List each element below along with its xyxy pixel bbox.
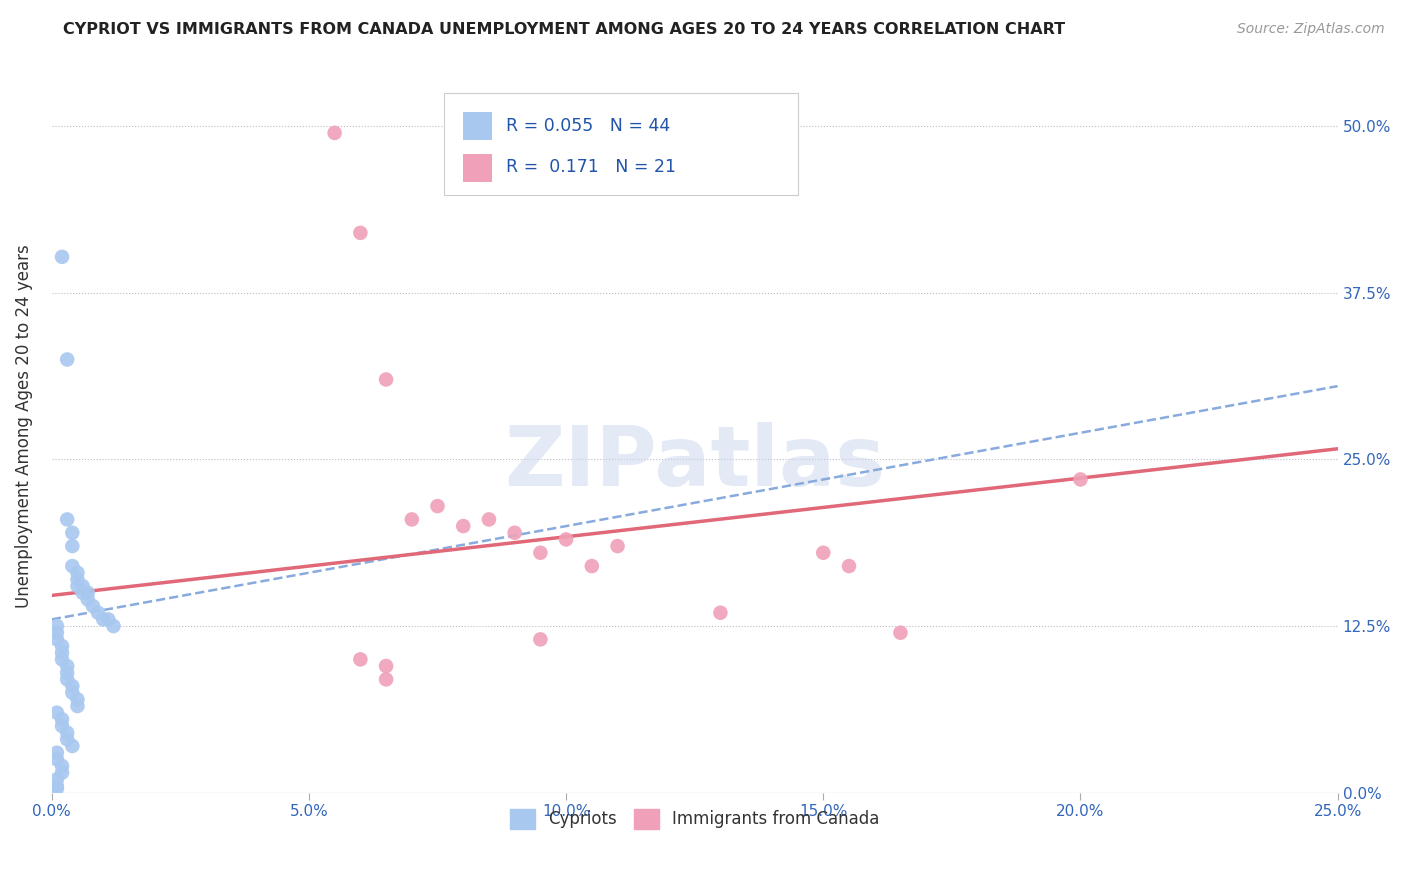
Point: [45, 706, 67, 720]
Point: [51, 712, 73, 726]
Point: [1069, 472, 1091, 486]
Point: [56, 665, 79, 680]
Point: [66, 699, 89, 714]
Point: [889, 625, 911, 640]
Legend: Cypriots, Immigrants from Canada: Cypriots, Immigrants from Canada: [503, 802, 886, 836]
Point: [72, 579, 94, 593]
Point: [82, 599, 104, 613]
Point: [45, 752, 67, 766]
Point: [375, 659, 398, 673]
Point: [606, 539, 628, 553]
Point: [581, 559, 603, 574]
Point: [60, 679, 83, 693]
Bar: [463, 112, 492, 140]
Point: [56, 659, 79, 673]
Text: CYPRIOT VS IMMIGRANTS FROM CANADA UNEMPLOYMENT AMONG AGES 20 TO 24 YEARS CORRELA: CYPRIOT VS IMMIGRANTS FROM CANADA UNEMPL…: [63, 22, 1066, 37]
FancyBboxPatch shape: [444, 93, 797, 195]
Point: [60, 525, 83, 540]
Point: [45, 746, 67, 760]
Point: [45, 619, 67, 633]
Point: [838, 559, 860, 574]
Point: [529, 632, 551, 647]
Point: [426, 499, 449, 513]
Point: [56, 352, 79, 367]
Point: [76, 585, 98, 599]
Text: R = 0.055   N = 44: R = 0.055 N = 44: [506, 118, 669, 136]
Point: [56, 673, 79, 687]
Point: [76, 592, 98, 607]
Point: [51, 719, 73, 733]
Point: [97, 612, 120, 626]
Point: [66, 692, 89, 706]
Point: [60, 739, 83, 753]
Text: Source: ZipAtlas.com: Source: ZipAtlas.com: [1237, 22, 1385, 37]
Point: [45, 781, 67, 796]
Point: [478, 512, 501, 526]
Point: [66, 573, 89, 587]
Point: [555, 533, 578, 547]
Point: [103, 619, 125, 633]
Point: [45, 632, 67, 647]
Point: [51, 765, 73, 780]
Point: [60, 539, 83, 553]
Point: [529, 546, 551, 560]
Point: [56, 732, 79, 747]
Text: ZIPatlas: ZIPatlas: [505, 422, 886, 503]
Point: [451, 519, 474, 533]
Point: [91, 612, 114, 626]
Point: [323, 126, 346, 140]
Point: [45, 779, 67, 793]
Point: [709, 606, 731, 620]
Point: [45, 772, 67, 787]
Point: [60, 559, 83, 574]
Point: [375, 673, 398, 687]
Point: [503, 525, 526, 540]
Text: R =  0.171   N = 21: R = 0.171 N = 21: [506, 159, 676, 177]
Point: [56, 512, 79, 526]
Point: [349, 226, 371, 240]
Point: [51, 250, 73, 264]
Point: [87, 606, 110, 620]
Y-axis label: Unemployment Among Ages 20 to 24 years: Unemployment Among Ages 20 to 24 years: [15, 244, 32, 608]
Point: [66, 579, 89, 593]
Point: [72, 585, 94, 599]
Point: [813, 546, 835, 560]
Point: [45, 625, 67, 640]
Point: [51, 759, 73, 773]
Point: [66, 566, 89, 580]
Point: [375, 372, 398, 386]
Point: [60, 686, 83, 700]
Point: [51, 646, 73, 660]
Point: [51, 652, 73, 666]
Point: [51, 639, 73, 653]
Point: [56, 725, 79, 739]
Bar: [463, 154, 492, 182]
Point: [349, 652, 371, 666]
Point: [401, 512, 423, 526]
